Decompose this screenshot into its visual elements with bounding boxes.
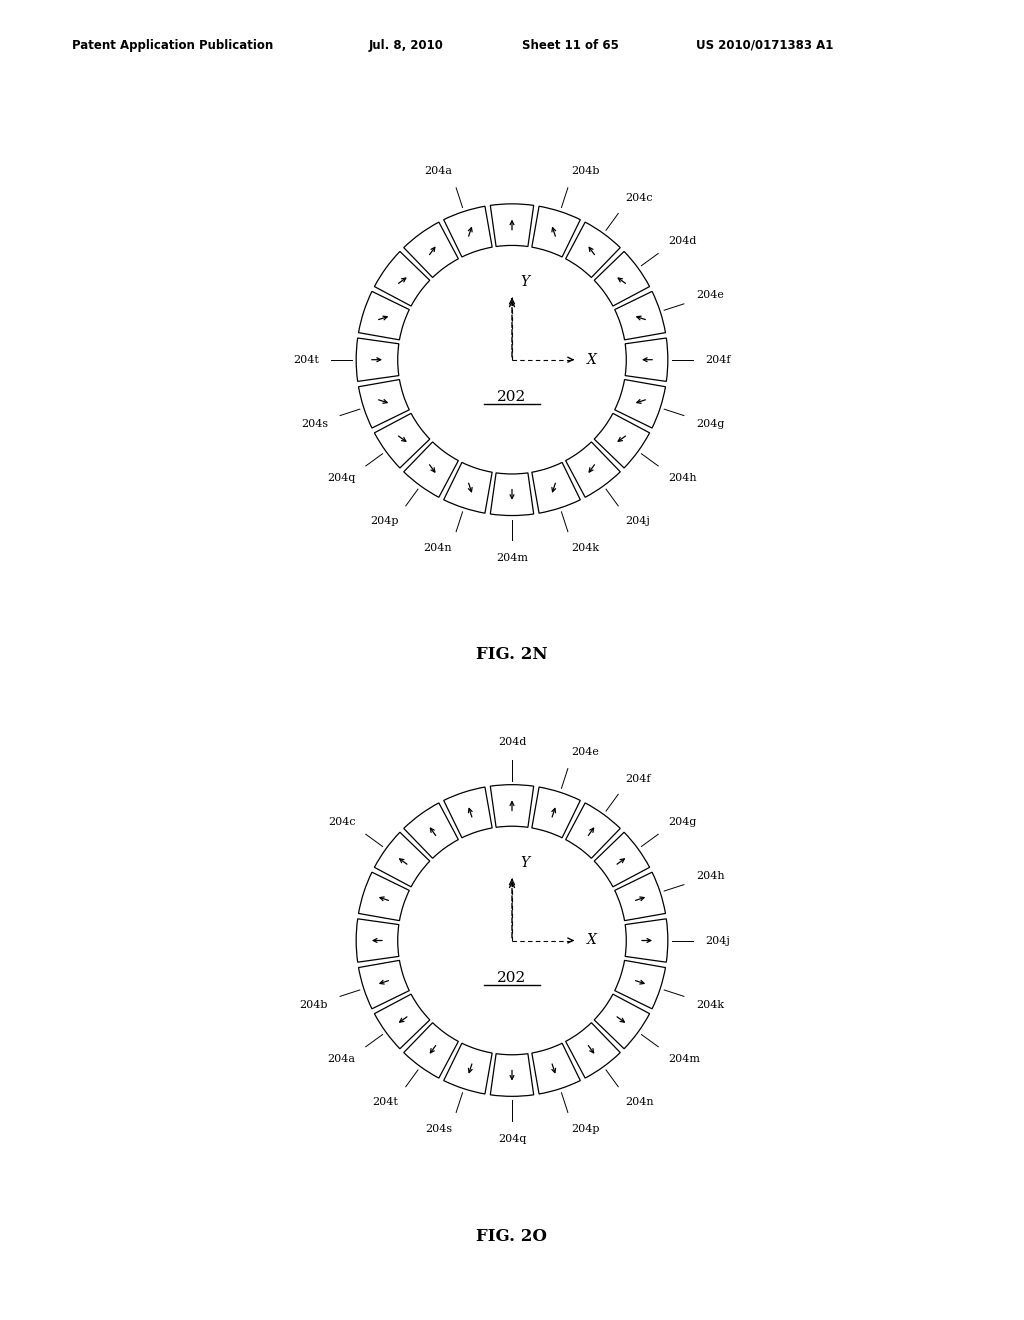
Text: Sheet 11 of 65: Sheet 11 of 65: [522, 38, 620, 51]
Wedge shape: [356, 338, 398, 381]
Text: 204c: 204c: [626, 193, 653, 203]
Wedge shape: [614, 380, 666, 428]
Wedge shape: [614, 292, 666, 339]
Text: 204e: 204e: [571, 747, 600, 756]
Text: 204j: 204j: [706, 936, 730, 945]
Text: 204h: 204h: [669, 474, 697, 483]
Wedge shape: [375, 413, 430, 469]
Text: Y: Y: [520, 275, 529, 289]
Text: 204d: 204d: [669, 236, 696, 246]
Text: 204g: 204g: [695, 420, 724, 429]
Wedge shape: [594, 413, 649, 469]
Wedge shape: [403, 222, 459, 277]
Text: 202: 202: [498, 391, 526, 404]
Text: 204p: 204p: [370, 516, 398, 527]
Wedge shape: [356, 919, 398, 962]
Wedge shape: [403, 803, 459, 858]
Text: 204n: 204n: [626, 1097, 654, 1107]
Text: 204b: 204b: [571, 166, 600, 176]
Wedge shape: [531, 462, 581, 513]
Wedge shape: [531, 787, 581, 838]
Wedge shape: [358, 873, 410, 920]
Text: 204d: 204d: [498, 738, 526, 747]
Text: 204c: 204c: [328, 817, 355, 826]
Wedge shape: [358, 292, 410, 339]
Text: 204n: 204n: [424, 544, 453, 553]
Wedge shape: [565, 803, 621, 858]
Text: 204s: 204s: [301, 420, 329, 429]
Wedge shape: [490, 784, 534, 828]
Wedge shape: [614, 961, 666, 1008]
Text: 204k: 204k: [571, 544, 600, 553]
Wedge shape: [594, 832, 649, 887]
Text: 204p: 204p: [571, 1125, 600, 1134]
Text: X: X: [587, 933, 597, 948]
Text: 204f: 204f: [626, 774, 651, 784]
Wedge shape: [443, 1043, 493, 1094]
Text: 204m: 204m: [496, 553, 528, 562]
Wedge shape: [626, 919, 668, 962]
Wedge shape: [490, 473, 534, 516]
Wedge shape: [490, 1053, 534, 1097]
Wedge shape: [565, 1023, 621, 1078]
Text: 204j: 204j: [626, 516, 650, 527]
Wedge shape: [531, 206, 581, 257]
Wedge shape: [594, 994, 649, 1049]
Text: 204m: 204m: [669, 1055, 700, 1064]
Text: 204b: 204b: [300, 1001, 329, 1010]
Text: 204q: 204q: [498, 1134, 526, 1143]
Wedge shape: [375, 832, 430, 887]
Wedge shape: [375, 251, 430, 306]
Text: 202: 202: [498, 972, 526, 985]
Wedge shape: [565, 222, 621, 277]
Wedge shape: [443, 462, 493, 513]
Text: Patent Application Publication: Patent Application Publication: [72, 38, 273, 51]
Text: FIG. 2O: FIG. 2O: [476, 1229, 548, 1245]
Text: 204k: 204k: [695, 1001, 724, 1010]
Text: 204a: 204a: [328, 1055, 355, 1064]
Text: 204t: 204t: [373, 1097, 398, 1107]
Text: FIG. 2N: FIG. 2N: [476, 647, 548, 663]
Text: 204q: 204q: [328, 474, 355, 483]
Wedge shape: [594, 251, 649, 306]
Wedge shape: [565, 442, 621, 498]
Text: US 2010/0171383 A1: US 2010/0171383 A1: [696, 38, 834, 51]
Text: 204a: 204a: [424, 166, 453, 176]
Text: 204h: 204h: [695, 871, 724, 880]
Wedge shape: [443, 787, 493, 838]
Text: X: X: [587, 352, 597, 367]
Wedge shape: [443, 206, 493, 257]
Wedge shape: [490, 203, 534, 247]
Text: 204s: 204s: [425, 1125, 453, 1134]
Wedge shape: [403, 1023, 459, 1078]
Wedge shape: [358, 961, 410, 1008]
Text: 204e: 204e: [695, 290, 724, 300]
Text: 204g: 204g: [669, 817, 696, 826]
Wedge shape: [403, 442, 459, 498]
Wedge shape: [531, 1043, 581, 1094]
Text: 204f: 204f: [706, 355, 731, 364]
Wedge shape: [358, 380, 410, 428]
Text: Jul. 8, 2010: Jul. 8, 2010: [369, 38, 443, 51]
Text: 204t: 204t: [293, 355, 318, 364]
Wedge shape: [614, 873, 666, 920]
Wedge shape: [626, 338, 668, 381]
Wedge shape: [375, 994, 430, 1049]
Text: Y: Y: [520, 855, 529, 870]
